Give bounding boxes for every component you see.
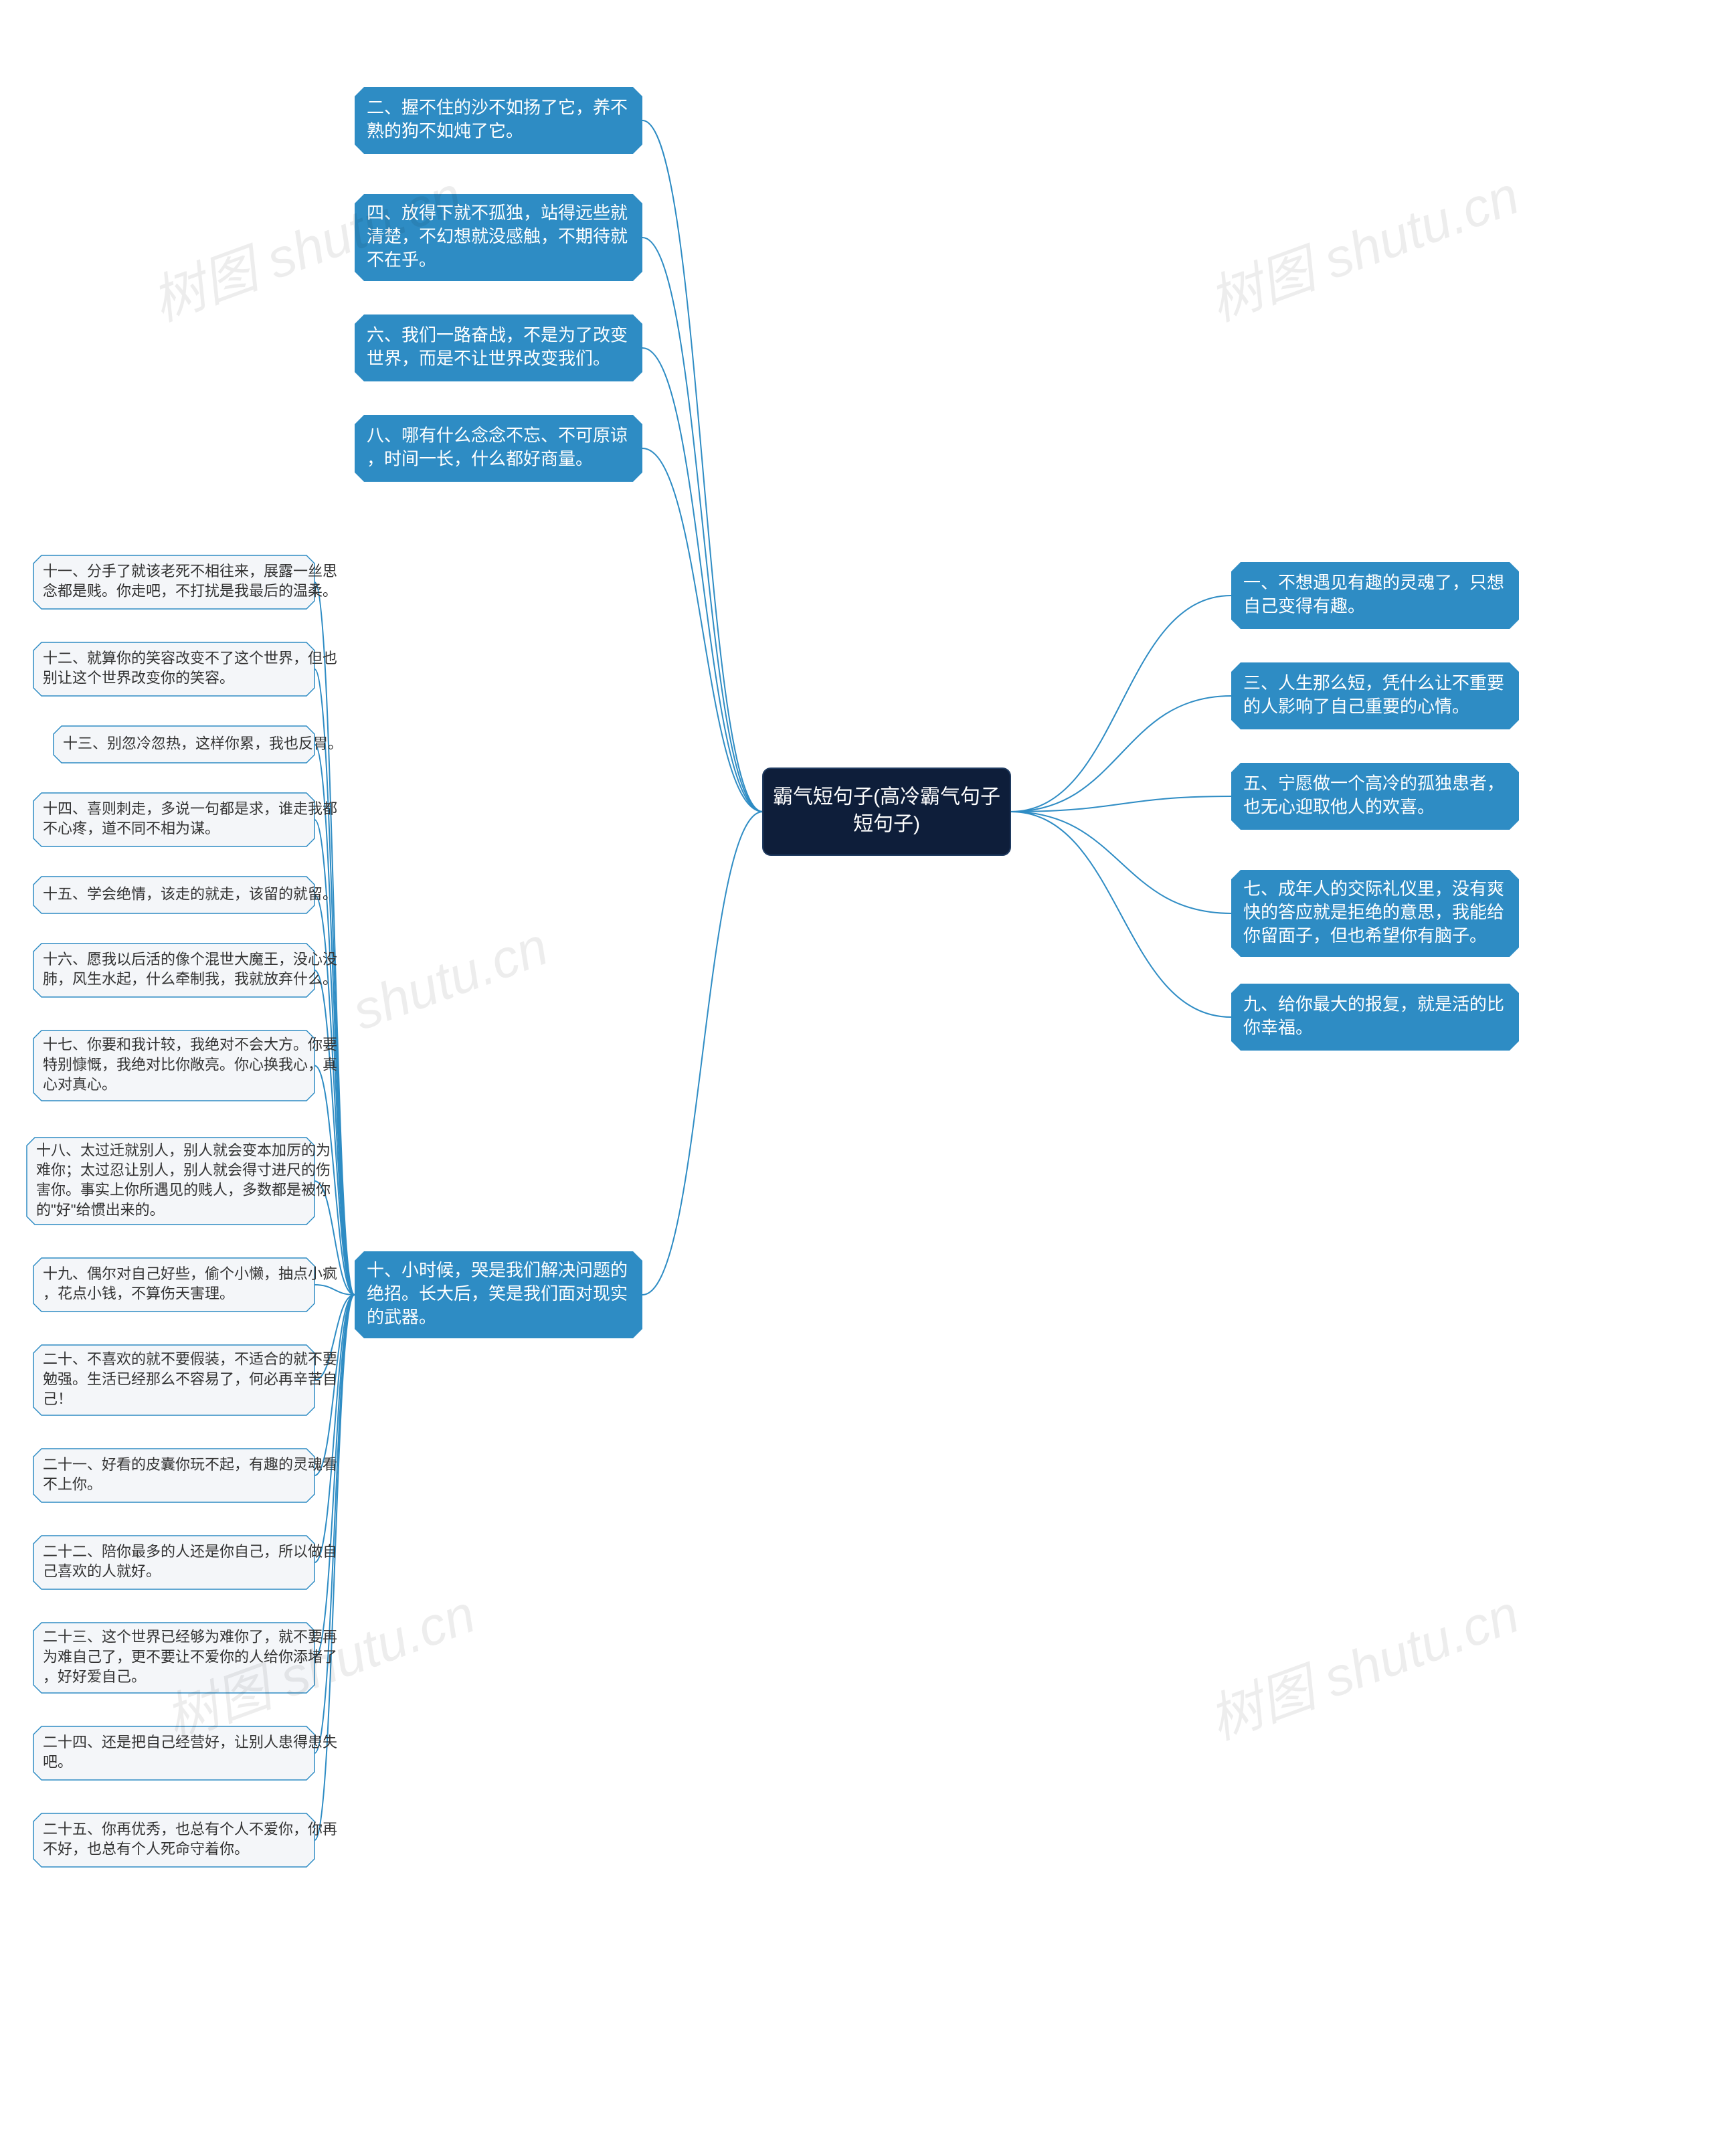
right-node[interactable]: 一、不想遇见有趣的灵魂了，只想自己变得有趣。	[1231, 562, 1519, 629]
svg-text:肺，风生水起，什么牵制我，我就放弃什么。: 肺，风生水起，什么牵制我，我就放弃什么。	[43, 971, 337, 988]
right-node[interactable]: 三、人生那么短，凭什么让不重要的人影响了自己重要的心情。	[1231, 662, 1519, 729]
left-node[interactable]: 八、哪有什么念念不忘、不可原谅 ，时间一长，什么都好商量。	[355, 415, 642, 482]
svg-text:也无心迎取他人的欢喜。: 也无心迎取他人的欢喜。	[1243, 796, 1435, 816]
leaf-node[interactable]: 十四、喜则刺走，多说一句都是求，谁走我都不心疼，道不同不相为谋。	[33, 793, 337, 846]
center-node[interactable]	[763, 768, 1010, 855]
right-node[interactable]: 七、成年人的交际礼仪里，没有爽快的答应就是拒绝的意思，我能给你留面子，但也希望你…	[1231, 870, 1519, 957]
svg-text:念都是贱。你走吧，不打扰是我最后的温柔。: 念都是贱。你走吧，不打扰是我最后的温柔。	[43, 583, 337, 600]
svg-text:十一、分手了就该老死不相往来，展露一丝思: 十一、分手了就该老死不相往来，展露一丝思	[43, 563, 337, 579]
leaf-node[interactable]: 十三、别忽冷忽热，这样你累，我也反胃。	[54, 726, 343, 763]
svg-text:不好，也总有个人死命守着你。: 不好，也总有个人死命守着你。	[43, 1841, 249, 1858]
svg-text:八、哪有什么念念不忘、不可原谅: 八、哪有什么念念不忘、不可原谅	[367, 425, 628, 445]
svg-text:十七、你要和我计较，我绝对不会大方。你要: 十七、你要和我计较，我绝对不会大方。你要	[43, 1037, 337, 1053]
leaf-node[interactable]: 十一、分手了就该老死不相往来，展露一丝思念都是贱。你走吧，不打扰是我最后的温柔。	[33, 555, 337, 609]
leaf-node[interactable]: 二十五、你再优秀，也总有个人不爱你，你再不好，也总有个人死命守着你。	[33, 1813, 337, 1867]
svg-text:五、宁愿做一个高冷的孤独患者，: 五、宁愿做一个高冷的孤独患者，	[1243, 773, 1504, 793]
svg-text:的"好"给惯出来的。: 的"好"给惯出来的。	[36, 1201, 165, 1218]
svg-text:二十三、这个世界已经够为难你了，就不要再: 二十三、这个世界已经够为难你了，就不要再	[43, 1629, 337, 1645]
svg-text:勉强。生活已经那么不容易了，何必再辛苦自: 勉强。生活已经那么不容易了，何必再辛苦自	[43, 1370, 337, 1387]
mindmap-canvas: 霸气短句子(高冷霸气句子短句子)一、不想遇见有趣的灵魂了，只想自己变得有趣。三、…	[0, 0, 1713, 2156]
svg-text:十二、就算你的笑容改变不了这个世界，但也: 十二、就算你的笑容改变不了这个世界，但也	[43, 650, 337, 666]
watermark: 树图 shutu.cn	[1201, 1584, 1526, 1750]
svg-text:，时间一长，什么都好商量。: ，时间一长，什么都好商量。	[367, 448, 593, 468]
svg-text:别让这个世界改变你的笑容。: 别让这个世界改变你的笑容。	[43, 670, 234, 687]
svg-text:，好好爱自己。: ，好好爱自己。	[43, 1668, 146, 1685]
svg-text:十三、别忽冷忽热，这样你累，我也反胃。: 十三、别忽冷忽热，这样你累，我也反胃。	[63, 735, 343, 751]
left-node[interactable]: 六、我们一路奋战，不是为了改变世界，而是不让世界改变我们。	[355, 315, 642, 381]
svg-text:快的答应就是拒绝的意思，我能给: 快的答应就是拒绝的意思，我能给	[1243, 902, 1504, 922]
svg-text:自己变得有趣。: 自己变得有趣。	[1243, 596, 1365, 616]
watermark: shutu.cn	[345, 916, 555, 1041]
leaf-node[interactable]: 十五、学会绝情，该走的就走，该留的就留。	[33, 877, 337, 913]
svg-text:十五、学会绝情，该走的就走，该留的就留。: 十五、学会绝情，该走的就走，该留的就留。	[43, 885, 337, 902]
svg-text:你幸福。: 你幸福。	[1243, 1017, 1313, 1037]
leaf-node[interactable]: 十二、就算你的笑容改变不了这个世界，但也别让这个世界改变你的笑容。	[33, 642, 337, 696]
svg-text:不心疼，道不同不相为谋。: 不心疼，道不同不相为谋。	[43, 820, 219, 837]
svg-text:己！: 己！	[43, 1390, 72, 1407]
leaf-node[interactable]: 十九、偶尔对自己好些，偷个小懒，抽点小疯 ，花点小钱，不算伤天害理。	[33, 1258, 337, 1312]
svg-text:的武器。: 的武器。	[367, 1307, 436, 1327]
svg-text:十四、喜则刺走，多说一句都是求，谁走我都: 十四、喜则刺走，多说一句都是求，谁走我都	[43, 800, 337, 817]
svg-text:你留面子，但也希望你有脑子。: 你留面子，但也希望你有脑子。	[1243, 925, 1487, 946]
svg-text:二十二、陪你最多的人还是你自己，所以做自: 二十二、陪你最多的人还是你自己，所以做自	[43, 1543, 337, 1560]
svg-text:吧。: 吧。	[43, 1754, 72, 1771]
watermark: 树图 shutu.cn	[1201, 165, 1526, 332]
svg-text:绝招。长大后，笑是我们面对现实: 绝招。长大后，笑是我们面对现实	[367, 1283, 628, 1304]
svg-text:十六、愿我以后活的像个混世大魔王，没心没: 十六、愿我以后活的像个混世大魔王，没心没	[43, 951, 337, 968]
leaf-node[interactable]: 二十一、好看的皮囊你玩不起，有趣的灵魂看不上你。	[33, 1449, 337, 1502]
svg-text:的人影响了自己重要的心情。: 的人影响了自己重要的心情。	[1243, 696, 1469, 716]
leaf-node[interactable]: 十六、愿我以后活的像个混世大魔王，没心没肺，风生水起，什么牵制我，我就放弃什么。	[33, 944, 337, 997]
svg-text:一、不想遇见有趣的灵魂了，只想: 一、不想遇见有趣的灵魂了，只想	[1243, 572, 1504, 592]
svg-text:熟的狗不如炖了它。: 熟的狗不如炖了它。	[367, 120, 523, 141]
left-node[interactable]: 二、握不住的沙不如扬了它，养不熟的狗不如炖了它。	[355, 87, 642, 154]
leaf-node[interactable]: 十七、你要和我计较，我绝对不会大方。你要特别慷慨，我绝对比你敞亮。你心换我心，真…	[33, 1030, 337, 1101]
svg-text:世界，而是不让世界改变我们。: 世界，而是不让世界改变我们。	[367, 348, 610, 368]
right-node[interactable]: 九、给你最大的报复，就是活的比你幸福。	[1231, 984, 1519, 1051]
svg-text:难你；太过忍让别人，别人就会得寸进尺的伤: 难你；太过忍让别人，别人就会得寸进尺的伤	[36, 1162, 331, 1178]
svg-text:二十五、你再优秀，也总有个人不爱你，你再: 二十五、你再优秀，也总有个人不爱你，你再	[43, 1821, 337, 1837]
svg-text:特别慷慨，我绝对比你敞亮。你心换我心，真: 特别慷慨，我绝对比你敞亮。你心换我心，真	[43, 1056, 337, 1073]
svg-text:六、我们一路奋战，不是为了改变: 六、我们一路奋战，不是为了改变	[367, 325, 628, 345]
svg-text:二、握不住的沙不如扬了它，养不: 二、握不住的沙不如扬了它，养不	[367, 97, 628, 117]
leaf-node[interactable]: 十八、太过迁就别人，别人就会变本加厉的为难你；太过忍让别人，别人就会得寸进尺的伤…	[27, 1138, 331, 1225]
svg-text:二十一、好看的皮囊你玩不起，有趣的灵魂看: 二十一、好看的皮囊你玩不起，有趣的灵魂看	[43, 1456, 337, 1473]
svg-text:十、小时候，哭是我们解决问题的: 十、小时候，哭是我们解决问题的	[367, 1260, 628, 1280]
svg-text:十九、偶尔对自己好些，偷个小懒，抽点小疯: 十九、偶尔对自己好些，偷个小懒，抽点小疯	[43, 1265, 337, 1282]
svg-text:三、人生那么短，凭什么让不重要: 三、人生那么短，凭什么让不重要	[1243, 672, 1504, 693]
left-node[interactable]: 十、小时候，哭是我们解决问题的绝招。长大后，笑是我们面对现实的武器。	[355, 1251, 642, 1338]
svg-text:二十、不喜欢的就不要假装，不适合的就不要: 二十、不喜欢的就不要假装，不适合的就不要	[43, 1351, 337, 1368]
svg-text:心对真心。: 心对真心。	[43, 1076, 116, 1093]
svg-text:七、成年人的交际礼仪里，没有爽: 七、成年人的交际礼仪里，没有爽	[1243, 879, 1504, 899]
svg-text:己喜欢的人就好。: 己喜欢的人就好。	[43, 1563, 161, 1580]
right-node[interactable]: 五、宁愿做一个高冷的孤独患者， 也无心迎取他人的欢喜。	[1231, 763, 1519, 830]
svg-text:，花点小钱，不算伤天害理。: ，花点小钱，不算伤天害理。	[43, 1285, 234, 1302]
svg-text:十八、太过迁就别人，别人就会变本加厉的为: 十八、太过迁就别人，别人就会变本加厉的为	[36, 1142, 331, 1158]
svg-text:霸气短句子(高冷霸气句子: 霸气短句子(高冷霸气句子	[773, 786, 1000, 808]
leaf-node[interactable]: 二十、不喜欢的就不要假装，不适合的就不要勉强。生活已经那么不容易了，何必再辛苦自…	[33, 1345, 337, 1415]
svg-text:短句子): 短句子)	[853, 813, 920, 835]
svg-text:害你。事实上你所遇见的贱人，多数都是被你: 害你。事实上你所遇见的贱人，多数都是被你	[36, 1182, 331, 1198]
leaf-node[interactable]: 二十二、陪你最多的人还是你自己，所以做自己喜欢的人就好。	[33, 1536, 337, 1589]
svg-text:不上你。: 不上你。	[43, 1476, 102, 1493]
svg-text:九、给你最大的报复，就是活的比: 九、给你最大的报复，就是活的比	[1243, 994, 1504, 1014]
